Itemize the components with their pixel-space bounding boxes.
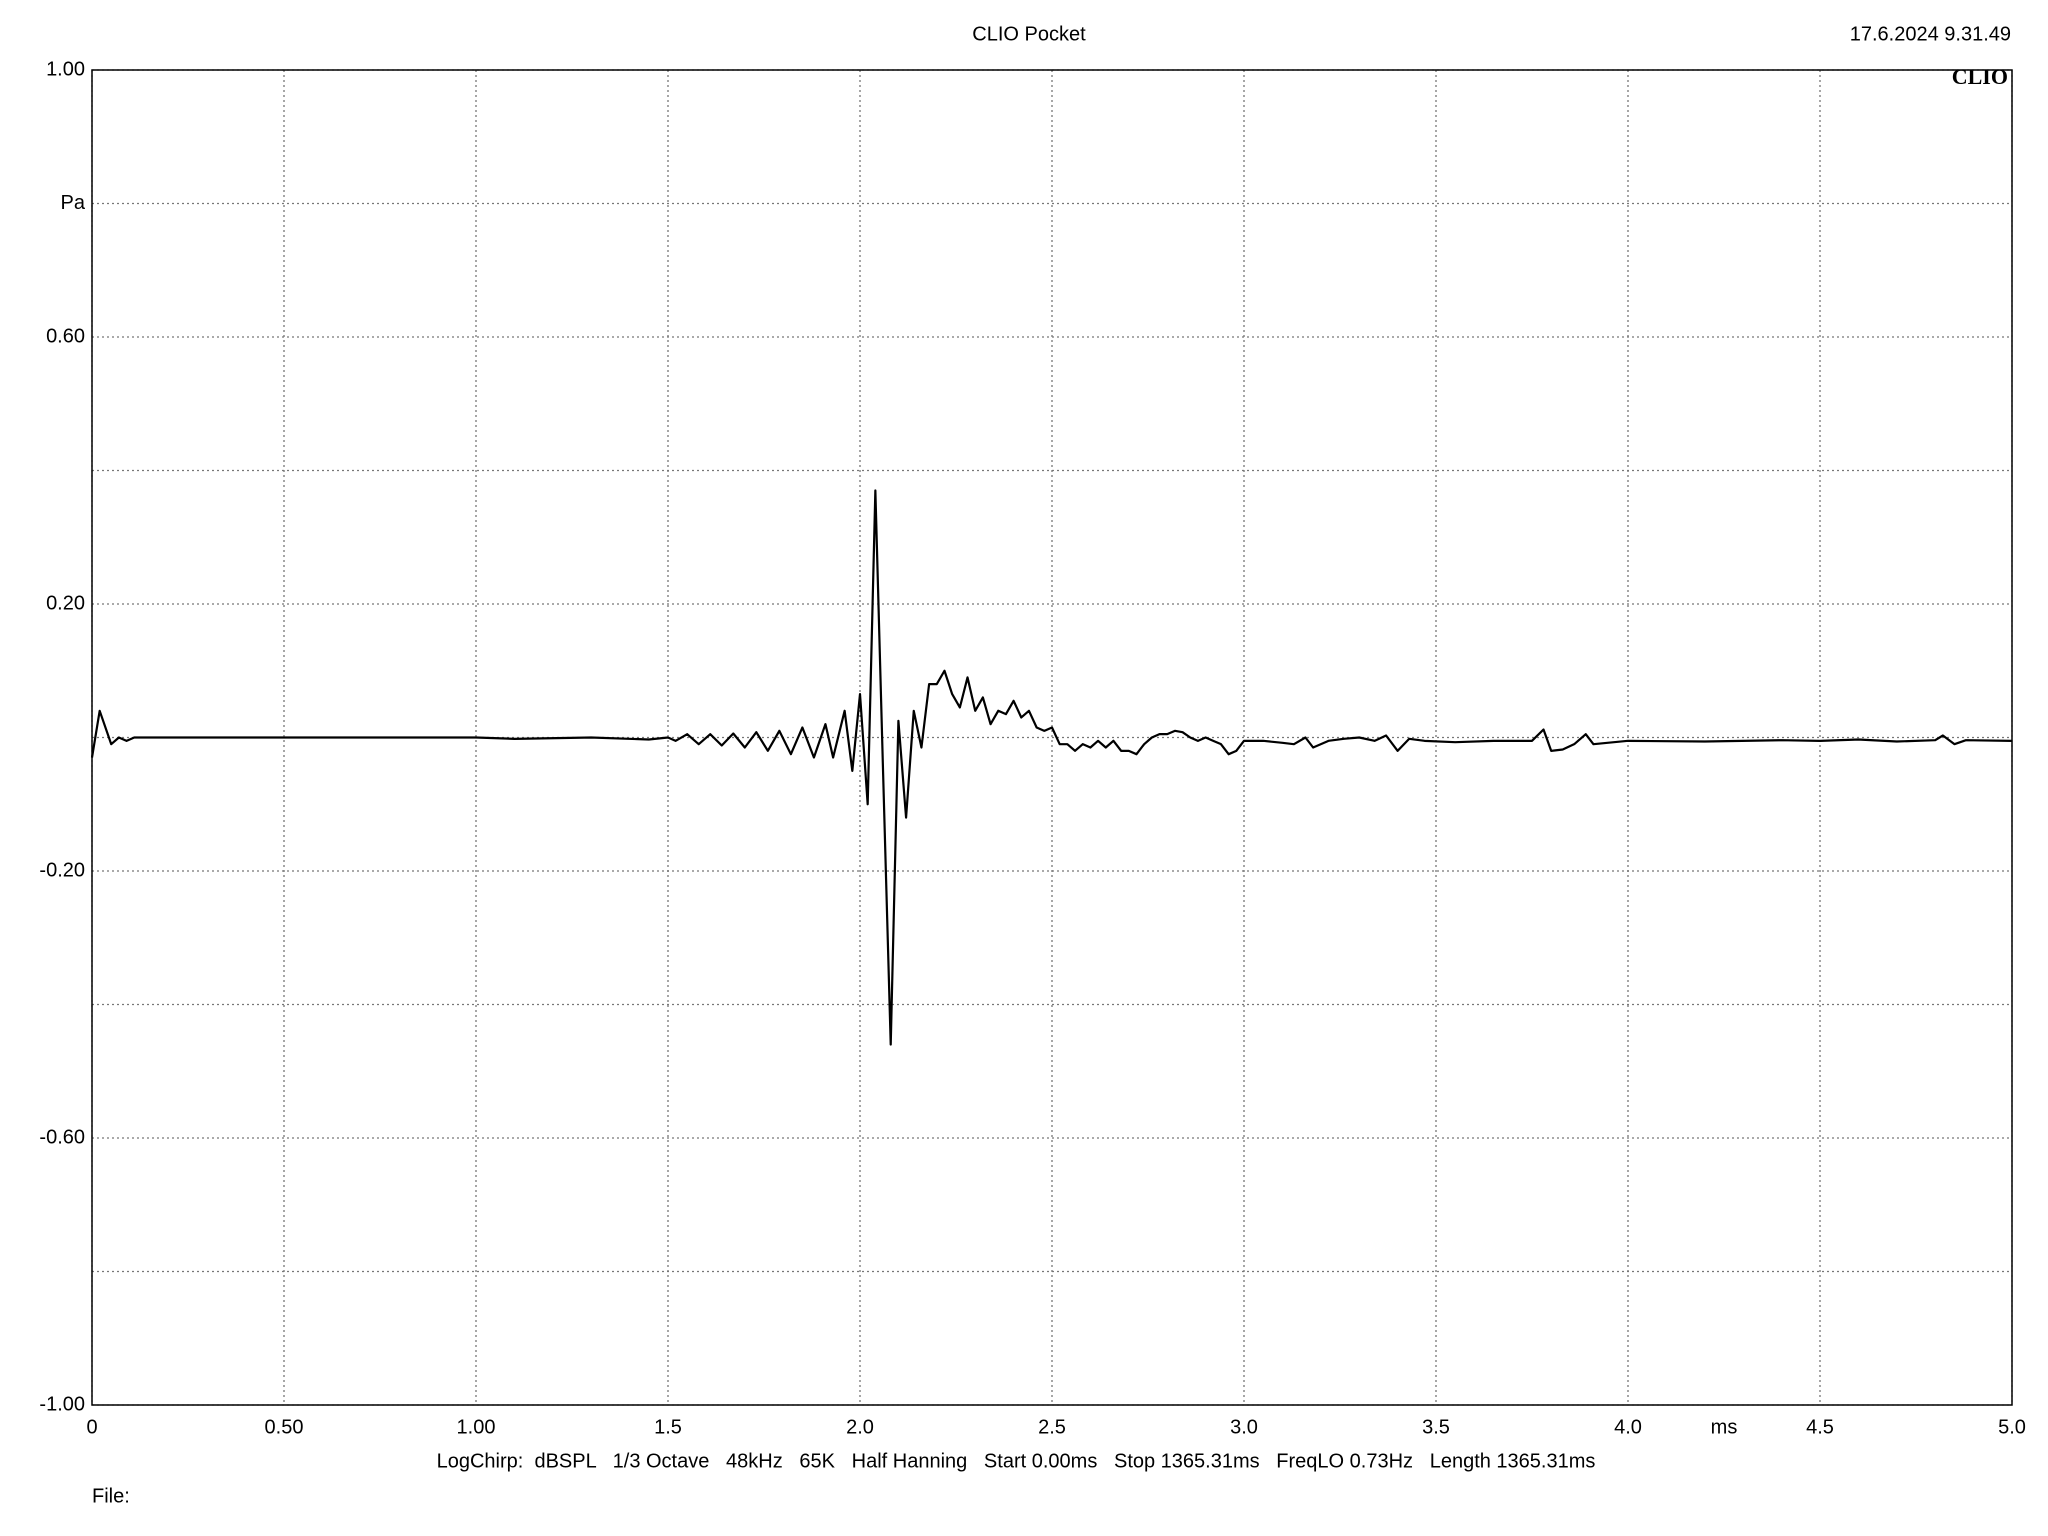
y-tick-label: -0.60 [39,1126,85,1148]
x-tick-label: 4.0 [1614,1416,1642,1438]
y-tick-label: 0.20 [46,592,85,614]
file-label: File: [92,1485,130,1507]
x-tick-label: 3.5 [1422,1416,1450,1438]
x-tick-label: 2.5 [1038,1416,1066,1438]
x-tick-label: 2.0 [846,1416,874,1438]
plot-frame [91,69,2013,1406]
chart-title: CLIO Pocket [972,23,1086,45]
waveform-line [90,489,2013,1046]
x-axis-label: ms [1711,1416,1738,1438]
y-tick-label: -1.00 [39,1393,85,1415]
y-tick-label: 1.00 [46,58,85,80]
logo: CLIO [1952,64,2008,89]
x-tick-label: 0.50 [265,1416,304,1438]
x-tick-label: 0 [86,1416,97,1438]
x-tick-label: 4.5 [1806,1416,1834,1438]
x-tick-label: 5.0 [1998,1416,2026,1438]
x-tick-label: 1.00 [457,1416,496,1438]
x-tick-label: 1.5 [654,1416,682,1438]
y-tick-label: -0.20 [39,859,85,881]
y-tick-label: 0.60 [46,325,85,347]
footer-info: LogChirp: dBSPL 1/3 Octave 48kHz 65K Hal… [437,1450,1596,1472]
y-axis-label: Pa [61,192,86,214]
x-tick-label: 3.0 [1230,1416,1258,1438]
timestamp: 17.6.2024 9.31.49 [1850,23,2011,45]
